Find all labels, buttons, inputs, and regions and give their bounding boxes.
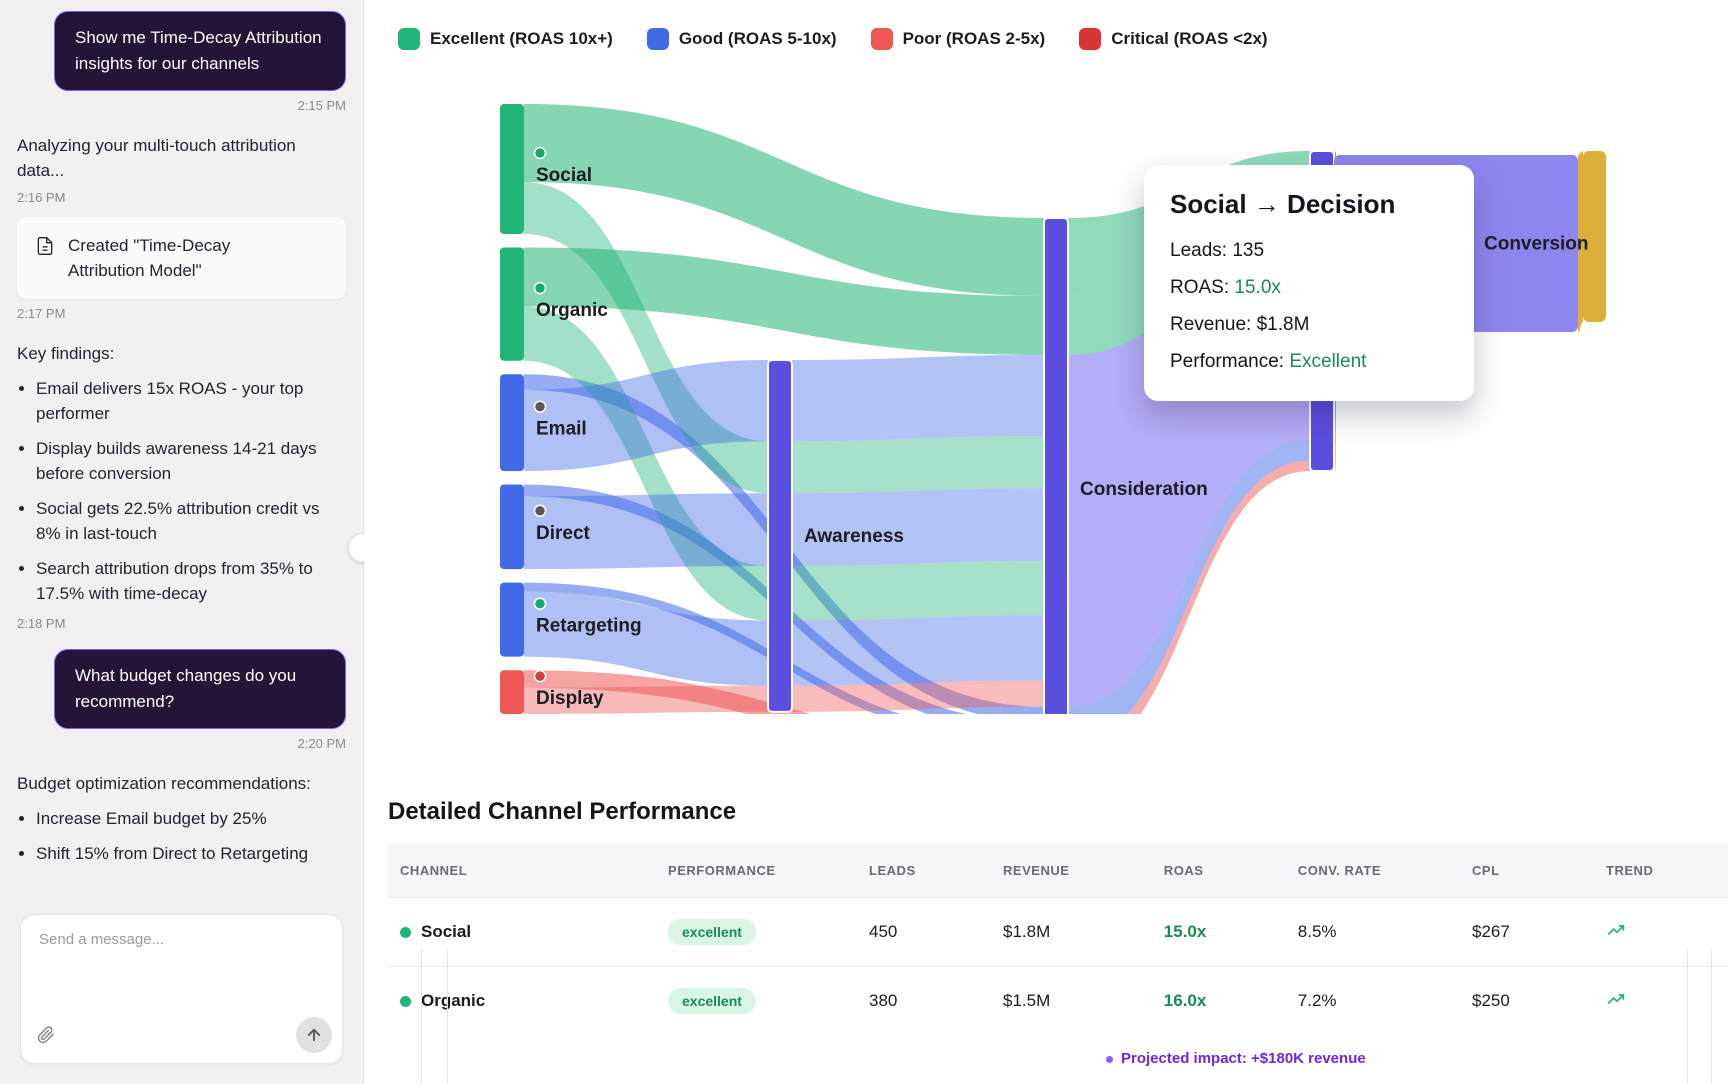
- svg-text:Retargeting: Retargeting: [536, 616, 642, 637]
- svg-text:Display: Display: [536, 688, 604, 709]
- svg-text:Direct: Direct: [536, 523, 591, 544]
- svg-text:Organic: Organic: [536, 300, 608, 321]
- svg-text:Conversion: Conversion: [1484, 234, 1589, 255]
- svg-text:Email: Email: [536, 419, 587, 440]
- svg-text:Awareness: Awareness: [804, 526, 904, 547]
- svg-text:Social: Social: [536, 165, 592, 186]
- svg-text:Consideration: Consideration: [1080, 479, 1208, 500]
